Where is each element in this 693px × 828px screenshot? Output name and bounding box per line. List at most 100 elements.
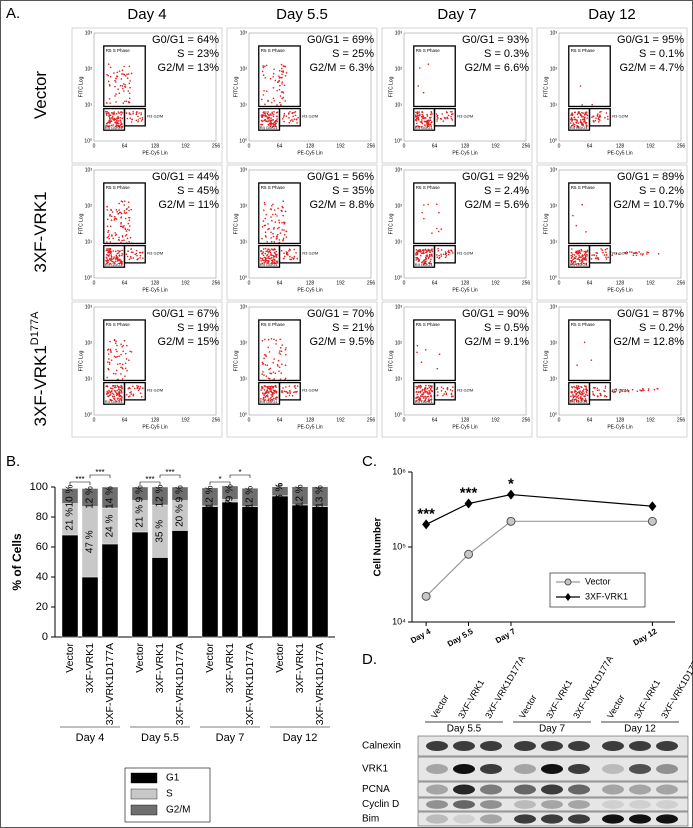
- event-dot: [140, 112, 142, 114]
- event-dot: [269, 399, 272, 402]
- x-tick-label: 64: [277, 280, 283, 286]
- panel-letter: B.: [6, 453, 20, 470]
- event-dot: [438, 353, 441, 356]
- y-axis-label: % of Cells: [10, 533, 24, 591]
- event-dot: [418, 397, 421, 399]
- event-dot: [120, 366, 122, 369]
- event-dot: [629, 251, 631, 253]
- row-label-text: 3XF-VRK1: [31, 191, 50, 272]
- event-dot: [111, 211, 114, 213]
- event-dot: [442, 120, 445, 122]
- gate: [433, 107, 456, 127]
- event-dot: [422, 91, 425, 94]
- event-dot: [424, 248, 427, 251]
- protein-label: PCNA: [362, 784, 390, 795]
- event-dot: [139, 254, 142, 257]
- event-dot: [139, 256, 141, 259]
- event-dot: [289, 120, 292, 122]
- x-axis-label: PE-Cy5 Lin: [142, 424, 168, 430]
- event-dot: [114, 373, 117, 375]
- event-dot: [105, 124, 107, 127]
- event-dot: [585, 126, 588, 128]
- plot-area: [558, 306, 682, 416]
- event-dot: [271, 395, 274, 398]
- event-dot: [607, 118, 609, 120]
- event-dot: [636, 390, 639, 393]
- event-dot: [436, 118, 438, 120]
- event-dot: [580, 386, 583, 389]
- event-dot: [427, 119, 430, 122]
- event-dot: [294, 387, 297, 389]
- y-tick-label: 10⁰: [549, 138, 557, 144]
- event-dot: [126, 255, 129, 258]
- event-dot: [272, 125, 275, 128]
- event-dot: [272, 387, 275, 389]
- event-dot: [106, 206, 108, 208]
- event-dot: [266, 240, 269, 243]
- event-dot: [583, 341, 586, 344]
- event-dot: [576, 113, 579, 116]
- event-dot: [440, 253, 442, 256]
- event-dot: [116, 363, 119, 365]
- event-dot: [444, 390, 447, 393]
- gate-label: R4 G0/G1: [570, 262, 589, 267]
- event-dot: [582, 262, 585, 265]
- event-dot: [438, 211, 440, 214]
- event-dot: [260, 123, 262, 126]
- event-dot: [288, 248, 291, 250]
- event-dot: [110, 124, 113, 127]
- event-dot: [129, 80, 131, 82]
- event-dot: [611, 254, 613, 257]
- event-dot: [127, 73, 130, 75]
- event-dot: [118, 355, 120, 358]
- phase-percentage: S = 23%: [177, 48, 219, 60]
- event-dot: [109, 263, 112, 265]
- panel-letter: D.: [362, 651, 377, 668]
- x-tick-label: 256: [677, 143, 686, 149]
- event-dot: [261, 120, 264, 123]
- event-dot: [132, 385, 134, 388]
- event-dot: [117, 252, 120, 254]
- blot-band: [453, 814, 475, 824]
- event-dot: [272, 75, 274, 78]
- event-dot: [267, 248, 269, 251]
- day-label: Day 12: [624, 724, 656, 735]
- blot-band: [480, 764, 502, 774]
- event-dot: [139, 117, 141, 120]
- event-dot: [112, 257, 115, 260]
- event-dot: [116, 389, 119, 392]
- event-dot: [297, 116, 299, 119]
- event-dot: [436, 115, 438, 118]
- event-dot: [431, 113, 433, 115]
- x-tick-label: 256: [212, 417, 221, 423]
- gate-label: R4 G0/G1: [105, 399, 124, 404]
- event-dot: [426, 250, 429, 252]
- event-dot: [575, 224, 578, 227]
- event-dot: [292, 115, 294, 118]
- event-dot: [260, 257, 262, 260]
- event-dot: [121, 387, 123, 390]
- event-dot: [440, 249, 443, 251]
- event-dot: [427, 248, 429, 251]
- event-dot: [129, 117, 132, 119]
- gate-label: R3 G2/M: [302, 114, 318, 119]
- cell-frame: [381, 164, 533, 301]
- event-dot: [279, 347, 282, 349]
- event-dot: [275, 254, 278, 257]
- event-dot: [272, 228, 275, 230]
- event-dot: [423, 261, 426, 263]
- event-dot: [126, 344, 128, 347]
- event-dot: [126, 117, 129, 120]
- bar-value-label: 94 %: [275, 555, 286, 578]
- x-tick-label: 0: [558, 280, 561, 286]
- plot-area: [93, 306, 217, 416]
- gate: [588, 107, 611, 127]
- event-dot: [450, 250, 453, 252]
- event-dot: [439, 117, 442, 120]
- event-dot: [105, 259, 107, 262]
- y-tick-label: 10⁰: [239, 412, 247, 418]
- x-tick-label: 0: [558, 143, 561, 149]
- event-dot: [260, 98, 263, 101]
- event-dot: [424, 395, 427, 398]
- event-dot: [441, 113, 444, 115]
